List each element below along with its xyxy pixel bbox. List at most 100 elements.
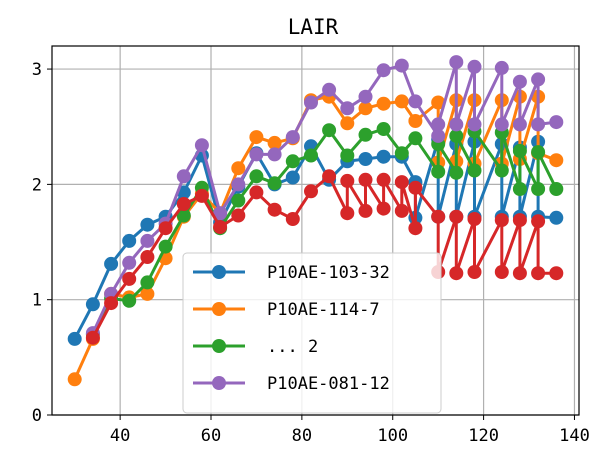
- data-point: [408, 114, 423, 128]
- data-point: [140, 233, 155, 248]
- legend-swatch-marker: [212, 302, 226, 316]
- data-point: [431, 209, 446, 224]
- data-point: [376, 63, 391, 78]
- data-point: [140, 275, 155, 290]
- data-point: [449, 165, 464, 180]
- data-point: [512, 266, 527, 281]
- data-point: [494, 163, 509, 178]
- data-point: [449, 55, 464, 70]
- x-tick-label: 80: [292, 426, 312, 446]
- x-tick-label: 60: [201, 426, 221, 446]
- data-point: [494, 265, 509, 279]
- data-point: [531, 117, 546, 132]
- data-point: [449, 209, 464, 224]
- data-point: [494, 117, 509, 132]
- data-point: [358, 172, 373, 187]
- y-tick-label: 2: [32, 175, 42, 195]
- data-point: [394, 203, 409, 218]
- data-point: [249, 185, 264, 200]
- data-point: [549, 115, 564, 130]
- data-point: [394, 94, 409, 109]
- data-point: [408, 180, 423, 195]
- data-point: [304, 184, 318, 199]
- data-point: [376, 122, 391, 136]
- data-point: [449, 117, 464, 132]
- series-layer: [67, 55, 564, 387]
- data-point: [467, 163, 482, 178]
- data-point: [376, 172, 391, 187]
- data-point: [531, 266, 546, 281]
- data-point: [304, 148, 318, 163]
- data-point: [176, 208, 191, 223]
- data-point: [231, 161, 246, 176]
- data-point: [358, 203, 373, 218]
- legend-label: ... 2: [267, 337, 318, 357]
- data-point: [531, 72, 546, 87]
- data-point: [340, 206, 355, 221]
- data-point: [512, 213, 527, 228]
- data-point: [394, 146, 409, 161]
- legend-label: P10AE-103-32: [267, 263, 390, 283]
- data-point: [85, 297, 100, 312]
- data-point: [340, 148, 355, 163]
- data-point: [285, 154, 300, 169]
- data-point: [340, 116, 355, 131]
- data-point: [531, 214, 546, 229]
- plot-frame: [51, 45, 580, 416]
- data-point: [85, 330, 100, 345]
- data-point: [408, 94, 423, 109]
- data-point: [408, 131, 423, 146]
- x-tick-label: 100: [377, 426, 408, 446]
- data-point: [285, 170, 300, 185]
- data-point: [122, 233, 137, 248]
- data-point: [467, 59, 482, 74]
- data-point: [467, 117, 482, 132]
- data-point: [231, 208, 246, 223]
- legend-label: P10AE-081-12: [267, 374, 390, 394]
- legend-entry: P10AE-103-32: [193, 263, 390, 283]
- legend-entry: P10AE-114-7: [193, 300, 380, 320]
- data-point: [267, 176, 282, 191]
- data-point: [531, 182, 546, 196]
- data-point: [249, 147, 264, 162]
- data-point: [512, 74, 527, 89]
- data-point: [449, 128, 464, 143]
- data-point: [358, 89, 373, 104]
- legend-swatch-marker: [212, 376, 226, 390]
- data-point: [431, 164, 446, 179]
- data-point: [322, 169, 337, 184]
- legend: P10AE-103-32 P10AE-114-7 ... 2 P10AE-081-12: [182, 252, 442, 414]
- data-point: [140, 217, 155, 232]
- data-point: [512, 182, 527, 196]
- data-point: [158, 221, 173, 236]
- data-point: [322, 123, 337, 138]
- data-point: [213, 206, 228, 221]
- data-point: [140, 286, 155, 301]
- legend-box: [182, 252, 442, 414]
- chart-title: LAIR: [288, 15, 339, 39]
- x-tick-label: 120: [468, 426, 499, 446]
- series-5: [85, 169, 564, 345]
- data-point: [231, 193, 246, 208]
- data-point: [376, 149, 391, 164]
- data-point: [67, 331, 82, 346]
- data-point: [431, 128, 446, 143]
- legend-entry: ... 2: [193, 337, 318, 357]
- data-point: [394, 175, 409, 190]
- data-point: [358, 152, 373, 166]
- data-point: [267, 147, 282, 162]
- data-point: [512, 117, 527, 132]
- data-point: [340, 173, 355, 188]
- x-tick-label: 140: [559, 426, 590, 446]
- data-point: [285, 212, 300, 226]
- data-point: [194, 138, 209, 153]
- x-tick-label: 40: [110, 426, 130, 446]
- series-4: [85, 55, 564, 341]
- data-point: [512, 143, 527, 158]
- data-point: [267, 202, 282, 217]
- data-point: [549, 153, 564, 168]
- data-point: [140, 250, 155, 264]
- data-point: [376, 201, 391, 216]
- data-point: [376, 96, 391, 111]
